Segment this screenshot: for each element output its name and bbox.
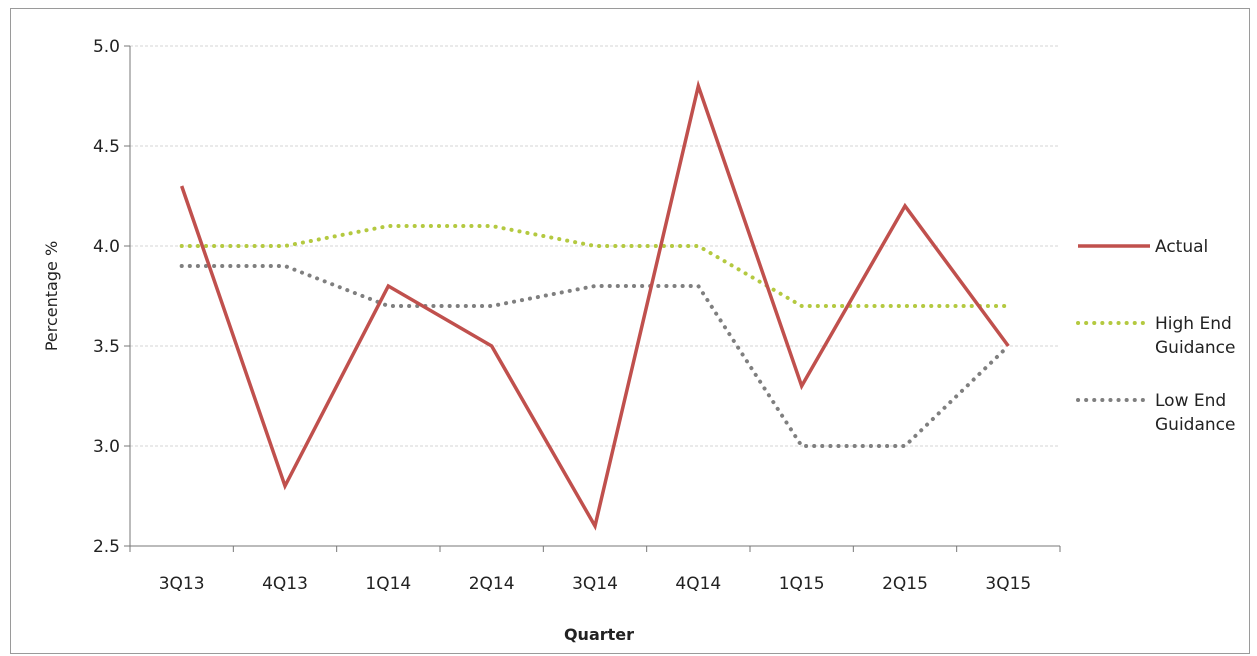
x-tick-label: 3Q15: [985, 574, 1031, 594]
x-tick-label: 1Q14: [365, 574, 411, 594]
series-line-actual: [180, 79, 1010, 531]
axes: [124, 45, 1061, 552]
legend-label: Guidance: [1155, 415, 1235, 435]
y-tick-label: 4.0: [93, 237, 120, 257]
legend-label: Actual: [1155, 237, 1208, 257]
y-tick-label: 4.5: [93, 137, 120, 157]
x-tick-label: 3Q13: [159, 574, 205, 594]
y-tick-label: 3.5: [93, 337, 120, 357]
legend: Actual High End Guidance Low End Guidance: [1076, 237, 1235, 435]
legend-label: High End: [1155, 314, 1232, 334]
x-tick-label: 4Q14: [675, 574, 721, 594]
x-tick-label: 3Q14: [572, 574, 618, 594]
legend-label: Guidance: [1155, 338, 1235, 358]
series-line-low-end-guidance: [179, 264, 1011, 448]
tick-labels: 2.5 3.0 3.5 4.0 4.5 5.0 3Q13 4Q13 1Q14 2Q14 3Q14 4Q…: [93, 37, 1031, 594]
series-line-high-end-guidance: [179, 224, 1011, 308]
legend-label: Low End: [1155, 391, 1226, 411]
x-tick-label: 4Q13: [262, 574, 308, 594]
y-tick-label: 5.0: [93, 37, 120, 57]
x-axis-title: Quarter: [564, 625, 634, 644]
x-tick-label: 2Q14: [469, 574, 515, 594]
y-tick-label: 3.0: [93, 437, 120, 457]
y-tick-label: 2.5: [93, 537, 120, 557]
y-axis-title: Percentage %: [42, 241, 61, 351]
x-tick-label: 2Q15: [882, 574, 928, 594]
series-layer: [179, 79, 1011, 531]
x-tick-label: 1Q15: [779, 574, 825, 594]
